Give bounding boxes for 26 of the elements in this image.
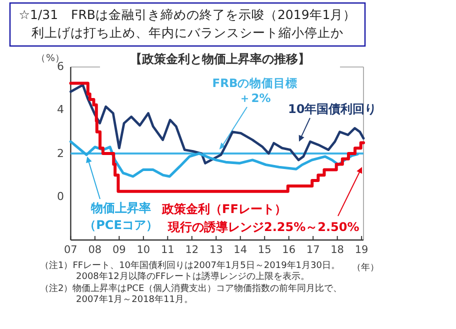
- y-tick-label: 2: [56, 146, 64, 160]
- chart-subtitle: 利上げは打ち止め、年内にバランスシート縮小停止か: [30, 25, 344, 42]
- x-tick-label: 18: [330, 244, 345, 256]
- x-tick-label: 14: [232, 244, 248, 256]
- x-tick-label: 16: [281, 244, 297, 256]
- series-label: 政策金利（FFレート）: [162, 201, 288, 218]
- x-tick-label: 13: [208, 244, 224, 256]
- x-tick-label: 15: [256, 244, 272, 256]
- annotation: 現行の誘導レンジ2.25%～2.50%: [168, 219, 360, 236]
- x-tick-label: 12: [184, 244, 200, 256]
- x-tick-label: 08: [87, 244, 103, 256]
- y-tick-label: 6: [57, 60, 64, 73]
- x-tick-label: 19: [354, 244, 370, 256]
- x-tick-label: 10: [136, 244, 152, 256]
- text: 【政策金利と物価上昇率の推移】: [100, 51, 340, 68]
- x-axis-title: （年）: [352, 262, 379, 274]
- x-tick-label: 17: [305, 244, 321, 256]
- text: 物価上昇率（PCEコア）: [83, 200, 159, 234]
- x-tick-label: 09: [111, 244, 127, 256]
- text: （注1）FFレート、10年国債利回りは2007年1月5日～2019年1月30日。2008年12月以降のFFレートは誘導レンジの上限を表示。: [40, 261, 341, 283]
- text: （注2）物価上昇率はPCE（個人消費支出）コア物価指数の前年同月比で、2007年1月～2018年11月。: [40, 284, 344, 306]
- x-tick-label: 07: [63, 244, 78, 256]
- y-tick-label: 4: [56, 103, 64, 116]
- y-tick-label: 0: [56, 190, 64, 203]
- chart-title: ☆1/31 FRBは金融引き締めの終了を示唆（2019年1月）: [18, 7, 358, 24]
- x-tick-label: 11: [160, 244, 176, 256]
